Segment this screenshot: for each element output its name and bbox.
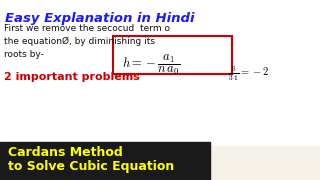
Text: roots by-: roots by-	[4, 50, 44, 59]
FancyBboxPatch shape	[113, 36, 232, 74]
Text: First we remove the secocud  term o: First we remove the secocud term o	[4, 24, 170, 33]
Text: to Solve Cubic Equation: to Solve Cubic Equation	[8, 160, 174, 173]
Bar	[0, 0, 320, 145]
Bar	[0, 142, 210, 180]
Text: $\frac{6}{3{\cdot}1} = -2$: $\frac{6}{3{\cdot}1} = -2$	[228, 65, 269, 84]
Text: the equationØ, by diminishing its: the equationØ, by diminishing its	[4, 37, 155, 46]
Text: Easy Explanation in Hindi: Easy Explanation in Hindi	[5, 12, 195, 25]
Text: Cardans Method: Cardans Method	[8, 146, 123, 159]
Text: $h = -\dfrac{a_1}{n\,a_0}$: $h = -\dfrac{a_1}{n\,a_0}$	[122, 53, 180, 77]
Text: 2 important problems: 2 important problems	[4, 72, 140, 82]
